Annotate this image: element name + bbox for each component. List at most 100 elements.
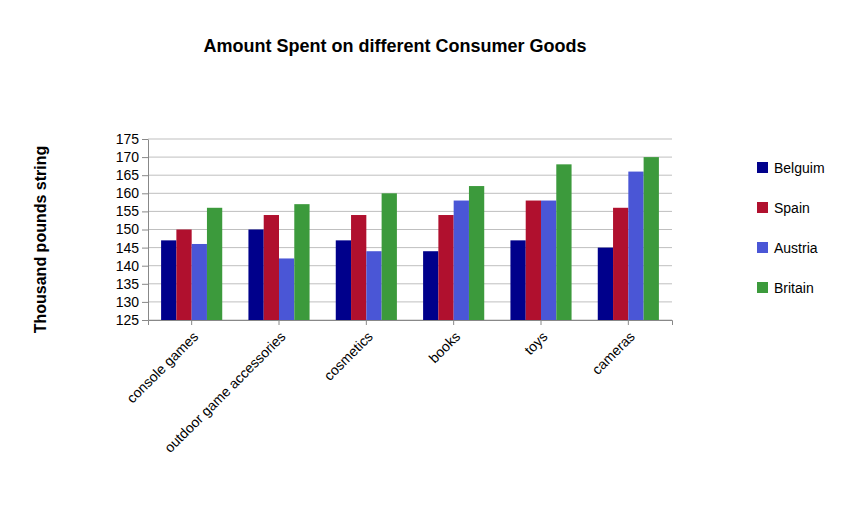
tick-mark: [191, 320, 192, 325]
tick-mark: [142, 211, 148, 212]
y-axis-title: Thousand pounds string: [32, 146, 49, 334]
bar: [454, 201, 469, 320]
legend: Belguim Spain Austria Britain: [757, 160, 825, 296]
bar: [469, 186, 484, 320]
bar: [598, 248, 613, 320]
tick: 135: [116, 276, 148, 292]
grid-line: [148, 193, 672, 194]
tick: 130: [116, 294, 148, 310]
tick-label: 155: [116, 203, 140, 219]
tick-mark: [142, 230, 148, 231]
tick-mark: [142, 157, 148, 158]
grid: [148, 139, 672, 320]
tick: toys: [521, 320, 550, 358]
bar: [423, 251, 438, 320]
series: [192, 172, 644, 320]
tick: outdoor game accessories: [161, 320, 288, 456]
tick-mark: [142, 193, 148, 194]
series: [207, 157, 659, 320]
tick: 160: [116, 185, 148, 201]
axis-line: [148, 140, 149, 321]
bar: [336, 240, 351, 320]
tick-mark: [142, 248, 148, 249]
legend-swatch: [757, 202, 768, 213]
tick-mark: [142, 320, 148, 321]
title: Amount Spent on different Consumer Goods: [204, 36, 587, 56]
bar: [176, 230, 191, 321]
tick: 140: [116, 258, 148, 274]
legend-label: Britain: [774, 280, 814, 296]
legend-label: Austria: [774, 240, 818, 256]
tick: 175: [116, 131, 148, 147]
tick: 145: [116, 240, 148, 256]
tick: 170: [116, 149, 148, 165]
y-axis: 125 130 135 140 145 150 155 160 165 170 175: [116, 131, 149, 328]
bar: [192, 244, 207, 320]
bar: [264, 215, 279, 320]
legend-swatch: [757, 242, 768, 253]
grid-line: [148, 157, 672, 158]
grid-line: [148, 301, 672, 302]
bar: [644, 157, 659, 320]
bar: [161, 240, 176, 320]
bar: [366, 251, 381, 320]
tick-label: 145: [116, 240, 140, 256]
tick-label: 140: [116, 258, 140, 274]
bar: [628, 172, 643, 320]
bar: [541, 201, 556, 320]
tick-label: console games: [123, 328, 201, 406]
bar: [279, 258, 294, 320]
x-axis: console gamesoutdoor game accessories cos…: [123, 320, 672, 456]
tick: 155: [116, 203, 148, 219]
tick-mark: [142, 139, 148, 140]
tick-label: 125: [116, 312, 140, 328]
tick-label: toys: [521, 328, 550, 357]
tick: 150: [116, 221, 148, 237]
tick-label: books: [426, 328, 464, 366]
legend-label: Belguim: [774, 160, 825, 176]
bar: [526, 201, 541, 320]
bar: [351, 215, 366, 320]
bar: [556, 164, 571, 320]
tick-mark: [366, 320, 367, 325]
bar: [207, 208, 222, 320]
axis-line: [149, 321, 673, 326]
grid-line: [148, 283, 672, 284]
legend-label: Spain: [774, 200, 810, 216]
tick-label: 175: [116, 131, 140, 147]
tick-label: 150: [116, 221, 140, 237]
legend-item: Britain: [757, 280, 814, 296]
legend-swatch: [757, 162, 768, 173]
bar: [438, 215, 453, 320]
tick: cameras: [589, 320, 638, 378]
tick-mark: [142, 175, 148, 176]
grid-line: [148, 139, 672, 140]
legend-swatch: [757, 282, 768, 293]
tick-mark: [628, 320, 629, 325]
tick-label: cosmetics: [321, 328, 376, 383]
tick-label: cameras: [589, 328, 638, 377]
grid-line: [148, 229, 672, 230]
bar: [613, 208, 628, 320]
grid-line: [148, 175, 672, 176]
bar: [294, 204, 309, 320]
tick: 165: [116, 167, 148, 183]
tick-mark: [541, 320, 542, 325]
tick-label: outdoor game accessories: [161, 328, 288, 455]
tick-mark: [453, 320, 454, 325]
tick-mark: [279, 320, 280, 325]
tick-label: 135: [116, 276, 140, 292]
tick: cosmetics: [321, 320, 376, 384]
bar: [382, 193, 397, 320]
tick: console games: [123, 320, 201, 406]
tick: books: [426, 320, 464, 366]
tick-label: 165: [116, 167, 140, 183]
chart: Amount Spent on different Consumer Goods…: [0, 0, 854, 521]
grid-line: [148, 265, 672, 266]
tick-mark: [142, 266, 148, 267]
legend-item: Belguim: [757, 160, 825, 176]
bar: [248, 230, 263, 321]
grid-line: [148, 247, 672, 248]
plot-area: [161, 157, 659, 320]
tick: 125: [116, 312, 148, 328]
